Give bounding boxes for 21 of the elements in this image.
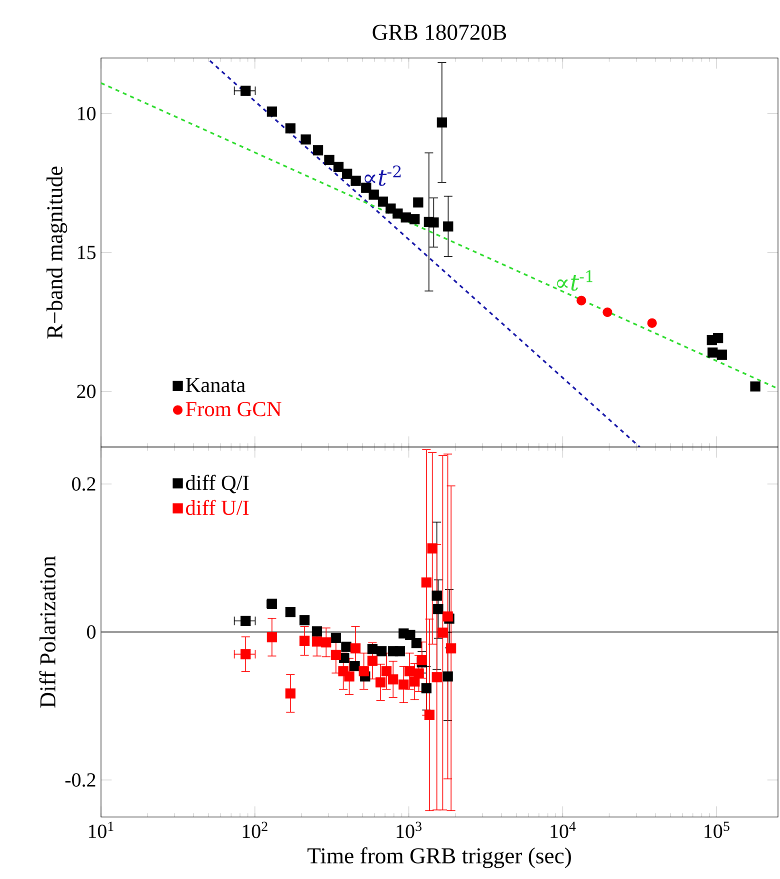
y-tick-label: 0.2: [72, 477, 96, 491]
chart-title: GRB 180720B: [372, 24, 506, 40]
x-tick-label: 10$^{3}$: [396, 822, 422, 838]
y-axis-title: Diff Polarization: [39, 556, 56, 708]
legend-label: From GCN: [186, 402, 282, 416]
x-tick-label: 10$^{1}$: [88, 822, 114, 838]
annotation: ∝t$^{-1}$: [557, 270, 592, 291]
y-tick-label: 10: [78, 106, 96, 120]
legend-label: Kanata: [186, 378, 246, 392]
legend-label: diff Q/I: [186, 474, 249, 494]
x-tick-label: 10$^{4}$: [550, 822, 576, 838]
y-tick-label: 0: [87, 625, 96, 639]
y-tick-label: 20: [77, 384, 96, 398]
y-tick-label: -0.2: [65, 773, 96, 787]
x-tick-label: 10$^{2}$: [242, 822, 268, 838]
annotation: ∝t$^{-2}$: [364, 165, 401, 186]
x-tick-label: 10$^{5}$: [704, 822, 730, 838]
y-axis-title: R−band magnitude: [46, 166, 68, 339]
y-tick-label: 15: [78, 246, 96, 260]
legend-label: diff U/I: [186, 500, 249, 516]
x-axis-title: Time from GRB trigger (sec): [308, 847, 571, 868]
